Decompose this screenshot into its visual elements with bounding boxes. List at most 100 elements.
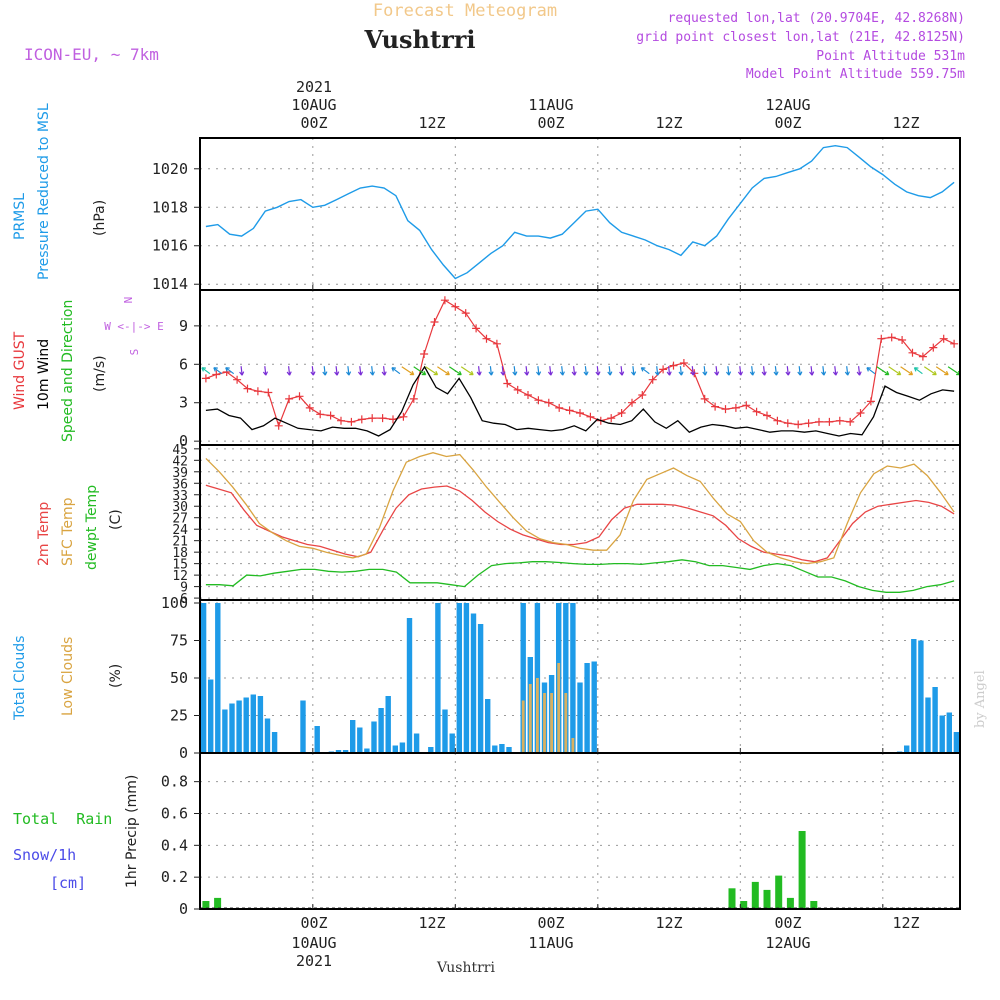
gust-marker	[939, 334, 948, 343]
gust-marker	[264, 388, 273, 397]
total-clouds-bar	[953, 732, 960, 753]
clouds-ylabel: Total Clouds Low Clouds (%)	[12, 636, 124, 721]
rain-bar	[775, 875, 783, 909]
wind-direction-arrow	[726, 366, 732, 376]
y-tick-label: 0	[179, 744, 188, 762]
bottom-hour-label: 12Z	[418, 914, 445, 932]
wind-direction-arrow	[413, 366, 427, 376]
dewpt-label: dewpt Temp	[84, 485, 100, 570]
y-tick-label: 21	[172, 535, 188, 550]
location-title: Vushtrri	[364, 25, 476, 54]
gust-marker	[918, 352, 927, 361]
bottom-hour-label: 00Z	[537, 914, 564, 932]
gust-marker	[617, 409, 626, 417]
gust-marker	[492, 339, 501, 348]
wind-direction-arrow	[310, 366, 316, 376]
gust-marker	[887, 333, 896, 342]
total-clouds-bar	[911, 639, 917, 753]
footer-location: Vushtrri	[436, 960, 495, 976]
wind-direction-arrow	[913, 367, 923, 375]
wind-direction-arrow	[357, 366, 364, 376]
y-tick-label: 50	[170, 669, 188, 687]
y-tick-label: 1014	[152, 275, 188, 293]
wind-direction-arrow	[213, 367, 223, 375]
total-clouds-bar	[932, 687, 938, 753]
gust-marker	[201, 374, 210, 383]
top-hour-label: 12Z	[418, 114, 445, 132]
wind-direction-arrow	[346, 366, 352, 376]
total-clouds-bar	[492, 745, 498, 753]
gust-marker	[420, 350, 429, 358]
low-clouds-bar	[571, 738, 575, 753]
total-clouds-bar	[918, 640, 924, 753]
wind-direction-arrow	[619, 366, 625, 376]
gust-marker	[430, 318, 439, 326]
compass-axis: W <-|-> E	[104, 320, 164, 333]
wind-direction-arrow	[381, 366, 387, 376]
wind-ylabel: Wind GUST 10m Wind Speed and Direction (…	[12, 300, 108, 442]
gust-marker	[576, 409, 584, 417]
gust-marker	[378, 414, 387, 423]
y-tick-label: 9	[179, 317, 188, 335]
gust-marker	[534, 396, 543, 405]
wind-direction-arrow	[299, 366, 303, 375]
wind-direction-arrow	[797, 366, 803, 376]
grid-layer	[200, 138, 960, 910]
top-day-label: 11AUG	[528, 96, 573, 114]
gust-marker	[461, 309, 470, 318]
gust-marker	[440, 296, 449, 305]
y-tick-label: 45	[172, 443, 188, 458]
rain-bar	[214, 897, 222, 909]
y-tick-label: 12	[172, 569, 188, 584]
bottom-day-label: 10AUG	[291, 934, 336, 952]
wind-direction-arrow	[512, 366, 518, 376]
bottom-hour-label: 12Z	[655, 914, 682, 932]
y-tick-label: 9	[180, 581, 188, 596]
wind-direction-arrow	[607, 366, 613, 376]
top-hour-label: 00Z	[537, 114, 564, 132]
total-clouds-bar	[925, 697, 931, 753]
gust-marker	[295, 392, 304, 401]
wind-direction-arrow	[832, 366, 839, 376]
low-clouds-bar	[528, 684, 532, 753]
gust-line	[205, 299, 955, 428]
gust-marker	[731, 403, 740, 412]
wind-direction-arrow	[286, 366, 292, 376]
wind-direction-arrow	[666, 366, 672, 376]
panel-frame	[199, 444, 961, 601]
sfc-temp-line	[205, 452, 955, 565]
wind-direction-arrow	[690, 366, 696, 376]
wind-direction-arrow	[935, 366, 949, 376]
total-clouds-bar	[520, 603, 526, 753]
gust-marker	[243, 384, 252, 393]
wind-direction-arrow	[821, 366, 827, 376]
total-clouds-bar	[378, 708, 384, 753]
wind-direction-arrow	[500, 366, 506, 376]
gust-marker	[929, 343, 938, 352]
gust-marker	[399, 412, 408, 421]
gust-label: Wind GUST	[12, 331, 28, 410]
total-clouds-bar	[463, 603, 470, 753]
gust-marker	[628, 398, 636, 407]
gust-marker	[804, 419, 813, 428]
gust-marker	[638, 391, 647, 399]
wind-direction-arrow	[524, 366, 530, 376]
total-clouds-bar	[250, 694, 256, 753]
total-clouds-bar	[364, 748, 370, 753]
gust-marker	[524, 391, 532, 399]
y-tick-label: 27	[172, 512, 188, 527]
panel-frames-layer	[199, 137, 961, 910]
top-time-axis: 2021 10AUG 11AUG 12AUG 00Z 12Z 00Z 12Z 0…	[291, 78, 919, 132]
y-tick-label: 0.6	[161, 804, 188, 822]
y-tick-label: 24	[172, 523, 188, 538]
y-tick-label: 0	[179, 900, 188, 918]
rain-bar	[810, 901, 818, 909]
wind-direction-arrow	[595, 366, 601, 376]
total-clouds-bar	[264, 718, 271, 753]
y-tick-label: 42	[172, 454, 188, 469]
y-tick-label: 0.4	[161, 836, 188, 854]
wind-direction-arrow	[536, 366, 542, 376]
wind-direction-arrow	[876, 366, 890, 376]
wind-direction-arrow	[239, 366, 245, 376]
y-tick-label: 30	[172, 500, 188, 515]
